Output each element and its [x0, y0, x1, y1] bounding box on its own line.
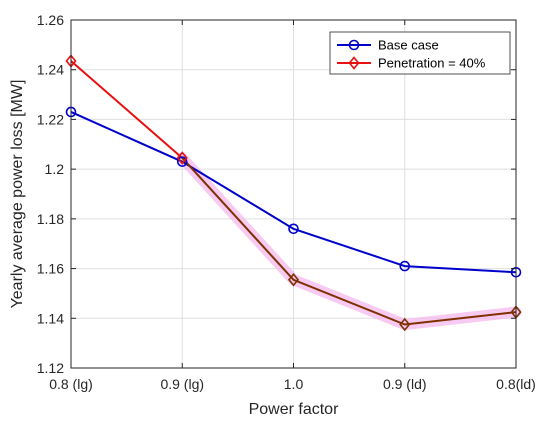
y-tick-label: 1.26 [37, 12, 64, 28]
y-tick-label: 1.22 [37, 111, 64, 127]
legend-label-penetration: Penetration = 40% [378, 56, 486, 71]
legend-label-base-case: Base case [378, 38, 439, 53]
legend-box [329, 31, 511, 75]
point-base-case [176, 156, 188, 167]
x-tick-label: 1.0 [284, 376, 304, 392]
y-tick-label: 1.16 [37, 261, 64, 277]
legend: Base case Penetration = 40% [329, 31, 511, 75]
y-tick-label: 1.2 [45, 161, 65, 177]
y-tick-label: 1.14 [37, 310, 64, 326]
series-line-penetration-lower [181, 157, 517, 326]
point-penetration [399, 317, 411, 332]
x-tick-label: 0.9 (ld) [383, 376, 427, 392]
point-base-case [288, 223, 299, 235]
legend-marker-base-case [348, 39, 360, 51]
point-penetration [287, 272, 300, 287]
series-line-base-case [70, 111, 517, 274]
x-axis-label: Power factor [249, 401, 339, 418]
y-tick-label: 1.12 [37, 360, 64, 376]
x-tick-label: 0.9 (lg) [160, 376, 204, 392]
axis-ticks: 1.12 1.14 1.16 1.18 1.2 1.22 1.24 1.26 0.8 (lg) 0… [37, 12, 536, 392]
x-tick-label: 0.8(ld) [496, 376, 536, 392]
x-tick-label: 0.8 (lg) [49, 376, 93, 392]
legend-marker-penetration [348, 56, 360, 70]
y-tick-label: 1.24 [37, 62, 64, 78]
series-line-penetration [70, 60, 183, 159]
y-axis-label: Yearly average power loss [MW] [9, 80, 26, 309]
y-tick-label: 1.18 [37, 211, 64, 227]
series-layer [65, 54, 522, 332]
point-penetration [176, 151, 188, 165]
grid-lines [71, 20, 516, 368]
point-base-case [399, 260, 411, 272]
